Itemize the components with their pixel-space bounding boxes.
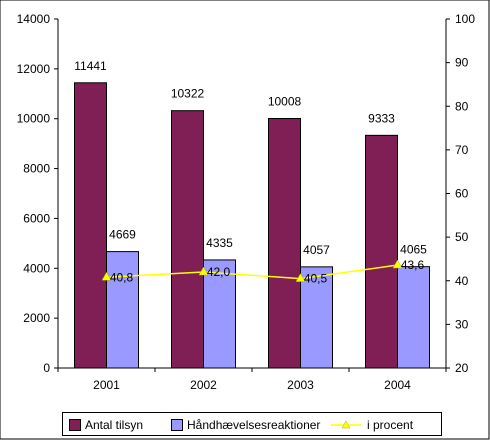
y-left-tick-label: 8000 (23, 162, 50, 176)
legend-label-handhaevelsesreaktioner: Håndhævelsesreaktioner (187, 418, 321, 432)
line-data-label: 42,0 (207, 265, 231, 279)
x-tick-label: 2002 (190, 378, 217, 392)
x-tick-label: 2001 (93, 378, 120, 392)
bar-1 (203, 259, 236, 369)
y-left-tick-label: 6000 (23, 211, 50, 225)
y-right-tick-label: 80 (455, 99, 469, 113)
x-tick-label: 2004 (384, 378, 411, 392)
y-left-tick-label: 14000 (17, 12, 51, 26)
y-right-tick-label: 40 (455, 274, 469, 288)
bar-0 (171, 110, 204, 369)
bar-data-label: 11441 (74, 59, 107, 73)
bar-data-label: 4057 (303, 243, 330, 257)
line-data-label: 40,5 (304, 272, 328, 286)
line-data-label: 40,8 (110, 270, 134, 284)
y-right-tick-label: 100 (455, 12, 475, 26)
y-right-tick-label: 70 (455, 143, 469, 157)
legend-swatch-handhaevelsesreaktioner (171, 419, 183, 431)
x-tick-label: 2003 (287, 378, 314, 392)
y-left-tick-label: 12000 (17, 62, 51, 76)
legend: Antal tilsyn Håndhævelsesreaktioner i pr… (62, 412, 442, 436)
bar-data-label: 4065 (400, 243, 427, 257)
plot-area: 0 2000 4000 6000 8000 10000 12000 14000 20 30 40 50… (17, 12, 476, 392)
y-right-tick-label: 50 (455, 230, 469, 244)
bar-0 (365, 134, 398, 369)
bar-data-label: 4669 (109, 228, 136, 242)
legend-line-marker (331, 420, 361, 429)
legend-label-i-procent: i procent (367, 418, 414, 432)
line-point-marker (295, 273, 306, 282)
bar-1 (106, 251, 139, 369)
y-right-tick-label: 30 (455, 317, 469, 331)
bar-data-label: 9333 (368, 111, 395, 125)
legend-label-antal-tilsyn: Antal tilsyn (85, 418, 144, 432)
y-left-tick-label: 2000 (23, 311, 50, 325)
bar-data-label: 10008 (268, 95, 302, 109)
bar-0 (268, 118, 301, 369)
y-left-tick-label: 4000 (23, 261, 50, 275)
bar-data-label: 4335 (206, 236, 233, 250)
line-data-label: 43,6 (401, 258, 425, 272)
bar-1 (397, 266, 430, 369)
line-series-i-procent (106, 264, 398, 280)
y-right-tick-label: 90 (455, 56, 469, 70)
line-point-marker (101, 271, 112, 281)
bar-0 (74, 82, 107, 369)
legend-swatch-antal-tilsyn (69, 419, 81, 431)
line-point-marker (392, 259, 403, 269)
bar-1 (300, 266, 333, 369)
y-left-tick-label: 0 (43, 361, 50, 375)
line-point-marker (198, 266, 209, 276)
bar-data-label: 10322 (171, 87, 205, 101)
y-left-tick-label: 10000 (17, 112, 51, 126)
y-right-tick-label: 20 (455, 361, 469, 375)
y-right-tick-label: 60 (455, 187, 469, 201)
